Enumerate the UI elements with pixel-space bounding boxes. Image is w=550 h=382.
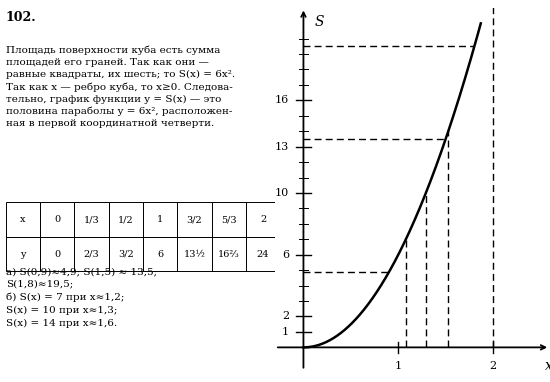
Text: 2: 2 bbox=[260, 215, 266, 224]
Text: 2: 2 bbox=[282, 311, 289, 322]
Text: 13: 13 bbox=[275, 142, 289, 152]
Text: x: x bbox=[545, 359, 550, 373]
Text: 16⅔: 16⅔ bbox=[218, 249, 240, 259]
Text: 1/2: 1/2 bbox=[118, 215, 134, 224]
Text: 0: 0 bbox=[54, 249, 60, 259]
Text: 5/3: 5/3 bbox=[221, 215, 236, 224]
Bar bbox=[109, 237, 143, 271]
Text: а) S(0,9)≈4,9; S(1,5) ≈ 13,5;
S(1,8)≈19,5;
б) S(x) = 7 при x≈1,2;
S(x) = 10 при : а) S(0,9)≈4,9; S(1,5) ≈ 13,5; S(1,8)≈19,… bbox=[6, 267, 157, 327]
Text: 2/3: 2/3 bbox=[84, 249, 100, 259]
Text: 10: 10 bbox=[275, 188, 289, 198]
Bar bbox=[109, 202, 143, 237]
Text: Площадь поверхности куба есть сумма
площадей его граней. Так как они —
равные кв: Площадь поверхности куба есть сумма площ… bbox=[6, 46, 235, 128]
Text: S: S bbox=[315, 15, 324, 29]
Text: 1/3: 1/3 bbox=[84, 215, 100, 224]
Text: 1: 1 bbox=[157, 215, 163, 224]
Bar bbox=[6, 237, 40, 271]
Text: 2: 2 bbox=[490, 361, 497, 371]
Text: 102.: 102. bbox=[6, 11, 36, 24]
Text: 3/2: 3/2 bbox=[186, 215, 202, 224]
Bar bbox=[212, 202, 246, 237]
Text: 0: 0 bbox=[54, 215, 60, 224]
Bar bbox=[74, 237, 109, 271]
Text: 3/2: 3/2 bbox=[118, 249, 134, 259]
Text: y: y bbox=[20, 249, 26, 259]
Text: 24: 24 bbox=[257, 249, 270, 259]
Bar bbox=[74, 202, 109, 237]
Bar bbox=[143, 237, 177, 271]
Text: x: x bbox=[20, 215, 26, 224]
Text: 1: 1 bbox=[395, 361, 402, 371]
Text: 13½: 13½ bbox=[184, 249, 205, 259]
Bar bbox=[246, 237, 280, 271]
Bar bbox=[212, 237, 246, 271]
Text: 6: 6 bbox=[157, 249, 163, 259]
Bar bbox=[177, 237, 212, 271]
Bar bbox=[40, 237, 74, 271]
Text: 1: 1 bbox=[282, 327, 289, 337]
Text: 6: 6 bbox=[282, 250, 289, 260]
Bar bbox=[40, 202, 74, 237]
Text: 16: 16 bbox=[275, 95, 289, 105]
Bar bbox=[6, 202, 40, 237]
Bar bbox=[246, 202, 280, 237]
Bar bbox=[143, 202, 177, 237]
Bar bbox=[177, 202, 212, 237]
